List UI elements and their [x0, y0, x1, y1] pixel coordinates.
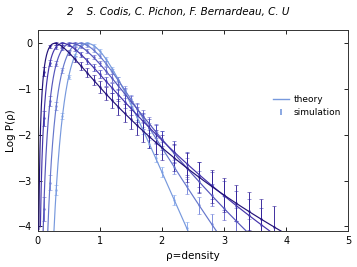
- Y-axis label: Log P(ρ): Log P(ρ): [6, 109, 16, 152]
- Legend: theory, simulation: theory, simulation: [272, 95, 341, 117]
- X-axis label: ρ=density: ρ=density: [166, 252, 220, 261]
- Text: 2    S. Codis, C. Pichon, F. Bernardeau, C. U: 2 S. Codis, C. Pichon, F. Bernardeau, C.…: [67, 7, 290, 17]
